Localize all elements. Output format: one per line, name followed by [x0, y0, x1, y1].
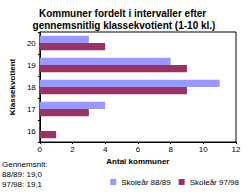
svg-text:20: 20 [27, 39, 36, 48]
svg-text:18: 18 [27, 83, 36, 92]
svg-text:19: 19 [27, 61, 36, 70]
svg-text:17: 17 [27, 105, 36, 114]
svg-text:12: 12 [232, 145, 241, 154]
svg-text:16: 16 [27, 127, 36, 136]
svg-text:10: 10 [199, 145, 208, 154]
svg-text:gennemsnitlig klassekvotient (: gennemsnitlig klassekvotient (1-10 kl.) [33, 20, 216, 31]
svg-text:Antal kommuner: Antal kommuner [106, 157, 169, 166]
svg-text:6: 6 [136, 145, 141, 154]
svg-text:88/89: 19,0: 88/89: 19,0 [2, 170, 43, 179]
svg-text:8: 8 [168, 145, 173, 154]
svg-text:97/98: 19,1: 97/98: 19,1 [2, 180, 43, 189]
svg-text:4: 4 [103, 145, 108, 154]
svg-text:Kommuner fordelt i intervaller: Kommuner fordelt i intervaller efter [39, 8, 209, 19]
svg-text:0: 0 [38, 145, 43, 154]
svg-text:Skoleår 88/89: Skoleår 88/89 [121, 178, 171, 187]
svg-text:2: 2 [70, 145, 75, 154]
svg-text:Gennemsnit:: Gennemsnit: [2, 160, 47, 169]
svg-text:Klassekvotient: Klassekvotient [8, 58, 17, 115]
svg-text:Skoleår 97/98: Skoleår 97/98 [190, 178, 240, 187]
